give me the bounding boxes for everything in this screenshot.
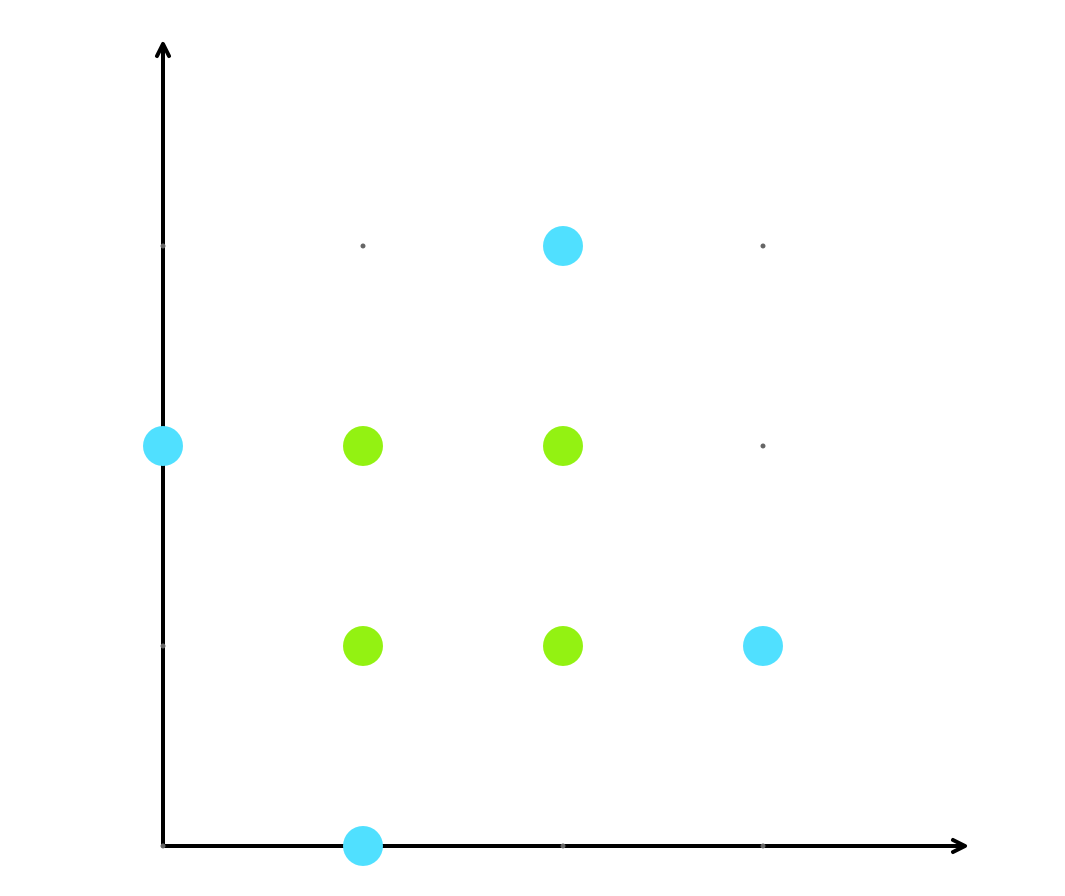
point [543,426,583,466]
grid-dot [760,843,766,849]
grid-dot [760,443,766,449]
point [743,626,783,666]
y-axis-arrow [155,42,171,58]
x-axis-arrow [951,838,967,854]
point [143,426,183,466]
grid-dot [360,243,366,249]
point [343,826,383,866]
grid-dot [160,243,166,249]
point [543,626,583,666]
point [543,226,583,266]
grid-dot [160,643,166,649]
grid-dot [560,843,566,849]
grid-dot [760,243,766,249]
point [343,426,383,466]
grid-dot [160,843,166,849]
point [343,626,383,666]
